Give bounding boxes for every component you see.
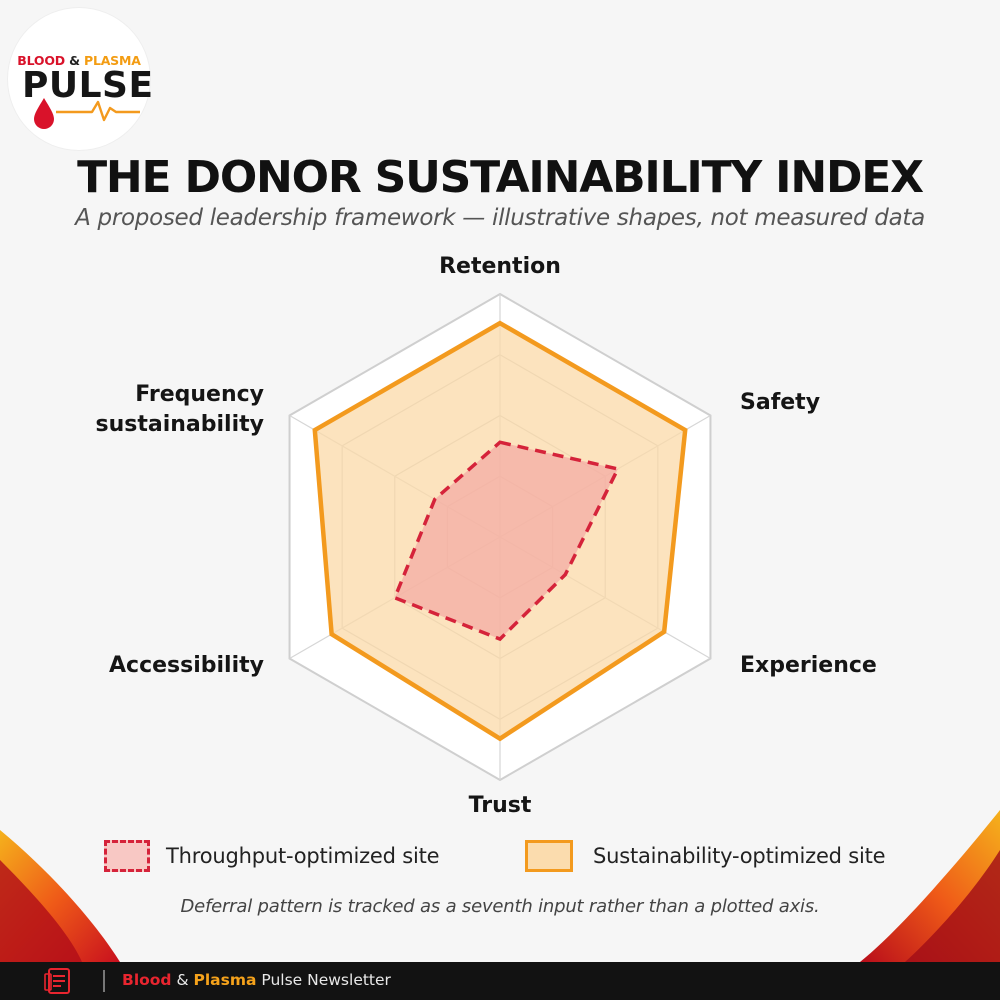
logo-wordmark-top: BLOOD & PLASMA	[8, 53, 150, 68]
footer-separator	[103, 970, 105, 992]
logo-word-plasma: PLASMA	[83, 53, 141, 68]
chart-subtitle: A proposed leadership framework — illust…	[75, 205, 925, 231]
brand-logo: BLOOD & PLASMA PULSE	[8, 8, 153, 150]
radar-series-throughput	[392, 440, 621, 642]
footer-bar: Blood & Plasma Pulse Newsletter	[0, 962, 1000, 1000]
axis-label-retention: Retention	[439, 254, 561, 279]
axis-label-trust: Trust	[468, 793, 532, 818]
legend-label-sustainability: Sustainability-optimized site	[593, 844, 886, 868]
chart-title: THE DONOR SUSTAINABILITY INDEX	[77, 152, 924, 203]
axis-label-accessibility: Accessibility	[109, 653, 264, 678]
footer-word-rest: Pulse Newsletter	[256, 971, 391, 989]
logo-ampersand: &	[69, 53, 80, 68]
legend-swatch-dashed	[104, 840, 150, 872]
axis-label-experience: Experience	[740, 653, 877, 678]
axis-label-frequency-sustainability: Frequency sustainability	[95, 382, 265, 437]
legend-swatch-solid	[525, 840, 573, 872]
footer-word-blood: Blood	[122, 971, 172, 989]
legend-label-throughput: Throughput-optimized site	[166, 844, 440, 868]
axis-label-safety: Safety	[740, 390, 821, 415]
footer-ampersand: &	[171, 971, 194, 989]
footer-newsletter-name: Blood & Plasma Pulse Newsletter	[122, 971, 391, 989]
blood-drop-heartbeat-icon	[34, 98, 140, 129]
logo-word-blood: BLOOD	[17, 53, 65, 68]
footer-word-plasma: Plasma	[193, 971, 257, 989]
chart-footnote: Deferral pattern is tracked as a seventh…	[180, 896, 820, 917]
newsletter-document-icon	[44, 968, 70, 994]
